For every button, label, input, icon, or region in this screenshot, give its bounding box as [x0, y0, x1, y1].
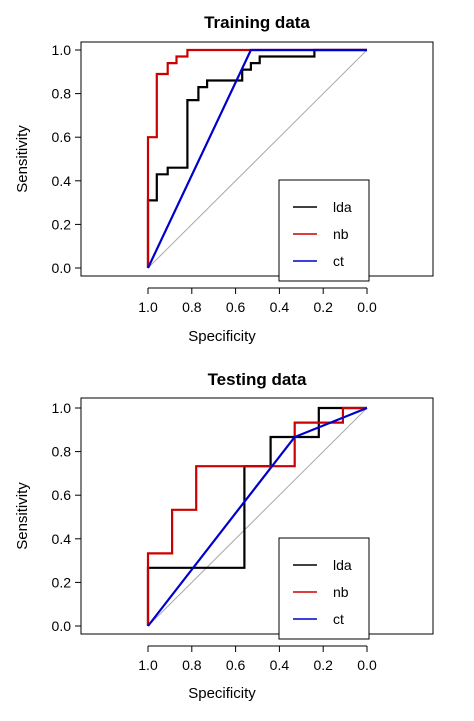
y-tick-label: 1.0: [52, 400, 72, 416]
chart-title: Testing data: [208, 370, 307, 389]
plot-frame: [80, 41, 434, 277]
y-axis: 0.0 0.2 0.4 0.6 0.8 1.0: [52, 42, 81, 276]
series-line-nb: [146, 48, 367, 268]
legend-label: lda: [333, 557, 352, 573]
y-axis: 0.0 0.2 0.4 0.6 0.8 1.0: [52, 400, 81, 634]
x-tick-label: 0.6: [226, 657, 246, 673]
chart-title: Training data: [204, 13, 310, 32]
legend-box: [278, 537, 370, 640]
x-axis-label: Specificity: [188, 328, 256, 345]
y-tick-label: 0.4: [52, 173, 72, 189]
x-axis-label: Specificity: [188, 685, 256, 702]
y-axis-label: Sensitivity: [14, 482, 31, 550]
reference-diagonal: [147, 407, 368, 627]
legend-box: [278, 179, 370, 282]
legend-label: ct: [333, 253, 344, 269]
series-line-lda: [146, 48, 367, 268]
y-tick-label: 1.0: [52, 42, 72, 58]
y-tick-label: 0.8: [52, 444, 72, 460]
x-tick-label: 0.4: [270, 657, 290, 673]
series-line-ct: [147, 406, 368, 627]
legend-label: nb: [333, 584, 349, 600]
series-line-ct: [147, 48, 367, 269]
legend: lda nb ct: [278, 537, 370, 640]
legend-label: lda: [333, 199, 352, 215]
x-tick-label: 0.6: [226, 299, 246, 315]
x-tick-label: 0.0: [357, 657, 377, 673]
y-tick-label: 0.6: [52, 487, 72, 503]
x-tick-label: 0.8: [182, 299, 202, 315]
x-axis: 1.0 0.8 0.6 0.4 0.2 0.0: [138, 287, 377, 315]
y-tick-label: 0.2: [52, 216, 72, 232]
y-tick-label: 0.4: [52, 531, 72, 547]
y-axis-label: Sensitivity: [14, 125, 31, 193]
x-axis: 1.0 0.8 0.6 0.4 0.2 0.0: [138, 645, 377, 673]
x-tick-label: 0.2: [313, 657, 333, 673]
reference-diagonal: [147, 49, 368, 269]
y-tick-label: 0.8: [52, 86, 72, 102]
x-tick-label: 1.0: [138, 657, 158, 673]
y-tick-label: 0.0: [52, 260, 72, 276]
legend-label: nb: [333, 226, 349, 242]
plot-frame: [80, 397, 434, 635]
x-tick-label: 0.0: [357, 299, 377, 315]
x-tick-label: 0.8: [182, 657, 202, 673]
x-tick-label: 0.4: [270, 299, 290, 315]
legend-label: ct: [333, 611, 344, 627]
y-tick-label: 0.0: [52, 618, 72, 634]
y-tick-label: 0.2: [52, 574, 72, 590]
legend: lda nb ct: [278, 179, 370, 282]
training-panel: Training data 0.0 0.2 0.4 0.6 0.8 1.0 1.0 0.8 0.6…: [14, 13, 434, 345]
x-tick-label: 1.0: [138, 299, 158, 315]
x-tick-label: 0.2: [313, 299, 333, 315]
y-tick-label: 0.6: [52, 129, 72, 145]
